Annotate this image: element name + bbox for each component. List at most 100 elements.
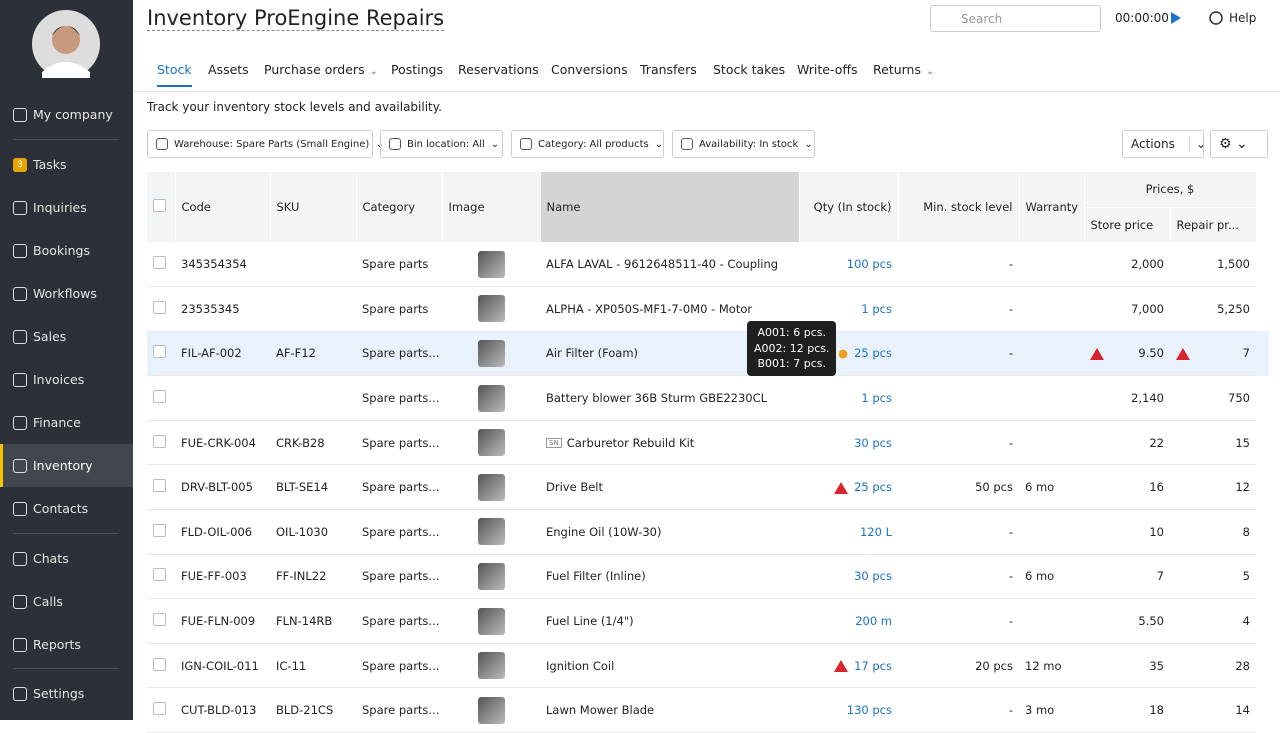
repair-price-text: 28 xyxy=(1235,658,1250,673)
nav-item[interactable]: Bookings xyxy=(0,229,133,272)
qty-text: 120 L xyxy=(859,524,892,539)
tab[interactable]: Conversions xyxy=(551,62,628,77)
table-row[interactable]: 23535345 Spare parts ALPHA - XP050S-MF1-7-… xyxy=(147,286,1269,332)
min-stock: - xyxy=(898,286,1019,332)
nav-item[interactable]: 3 Tasks xyxy=(0,143,133,186)
nav-item[interactable]: Inventory xyxy=(0,444,133,487)
store-price: 7 xyxy=(1084,554,1170,600)
min-stock: - xyxy=(898,242,1019,288)
checkbox[interactable] xyxy=(153,199,166,212)
page-title[interactable]: Inventory ProEngine Repairs xyxy=(147,6,445,31)
tab[interactable]: Assets xyxy=(208,62,249,77)
table-row[interactable]: Spare parts... Battery blower 36B Sturm G… xyxy=(147,375,1269,421)
repair-price: 14 xyxy=(1170,687,1256,733)
column-header[interactable]: Warranty xyxy=(1019,172,1085,242)
name: Battery blower 36B Sturm GBE2230CL xyxy=(540,375,799,421)
table-row[interactable]: FUE-CRK-004 CRK-B28 Spare parts... SN Carbur… xyxy=(147,420,1269,466)
nav-item[interactable]: Settings xyxy=(0,672,133,715)
filter-icon xyxy=(156,138,168,150)
nav-item[interactable]: Chats xyxy=(0,537,133,580)
name-text: Lawn Mower Blade xyxy=(546,703,655,718)
nav-item[interactable]: Invoices xyxy=(0,358,133,401)
checkbox[interactable] xyxy=(153,434,166,448)
settings-button[interactable]: ⚙ ⌄ xyxy=(1210,130,1268,158)
column-header[interactable]: SKU xyxy=(270,172,357,242)
checkbox[interactable] xyxy=(153,300,166,314)
filter-dropdown[interactable]: Warehouse: Spare Parts (Small Engine) ⌄ xyxy=(147,130,384,158)
column-header[interactable]: Min. stock level xyxy=(898,172,1020,242)
image-cell xyxy=(442,464,540,511)
checkbox-cell xyxy=(147,554,175,600)
min-stock-text: - xyxy=(1008,435,1013,450)
qty-text: 30 pcs xyxy=(854,569,892,584)
code: IGN-COIL-011 xyxy=(175,643,270,689)
checkbox[interactable] xyxy=(153,702,166,716)
table-row[interactable]: FUE-FLN-009 FLN-14RB Spare parts... Fuel Li… xyxy=(147,598,1269,644)
nav-item[interactable]: Contacts xyxy=(0,487,133,530)
min-stock: 20 pcs xyxy=(898,643,1019,689)
nav-item[interactable]: Workflows xyxy=(0,272,133,315)
column-header[interactable]: Store price xyxy=(1084,206,1171,242)
table-row[interactable]: IGN-COIL-011 IC-11 Spare parts... Ignition … xyxy=(147,643,1269,689)
filter-dropdown[interactable]: Availability: In stock ⌄ xyxy=(672,130,815,158)
checkbox[interactable] xyxy=(153,523,166,537)
nav-label: Inquiries xyxy=(33,200,87,215)
table-row[interactable]: 345354354 Spare parts ALFA LAVAL - 9612648… xyxy=(147,242,1269,288)
search-box[interactable]: Search xyxy=(930,5,1101,32)
title-caret[interactable]: ⌄ xyxy=(433,10,444,24)
column-header[interactable]: Name xyxy=(540,172,800,242)
checkbox[interactable] xyxy=(153,657,166,671)
filter-caret: ⌄ xyxy=(490,138,500,150)
warranty xyxy=(1019,242,1084,288)
column-header[interactable]: Code xyxy=(175,172,271,242)
checkbox[interactable] xyxy=(153,390,166,404)
tab[interactable]: Purchase orders ⌄ xyxy=(264,62,378,77)
nav-item[interactable]: Finance xyxy=(0,401,133,444)
table-row[interactable]: FUE-FF-003 FF-INL22 Spare parts... Fuel Fil… xyxy=(147,554,1269,600)
nav-label: Chats xyxy=(33,551,69,566)
filter-label: Category: All products xyxy=(538,138,649,150)
checkbox[interactable] xyxy=(153,479,166,493)
nav-item[interactable]: Calls xyxy=(0,580,133,623)
play-button[interactable] xyxy=(1171,12,1181,24)
table-row[interactable]: CUT-BLD-013 BLD-21CS Spare parts... Lawn Mo… xyxy=(147,687,1269,733)
checkbox[interactable] xyxy=(153,345,166,359)
actions-caret[interactable]: ⌄ xyxy=(1188,137,1206,151)
help-link[interactable]: Help xyxy=(1229,11,1257,25)
column-header[interactable]: Category xyxy=(356,172,443,242)
filter-dropdown[interactable]: Bin location: All ⌄ xyxy=(380,130,503,158)
name: Drive Belt xyxy=(540,464,799,511)
checkbox[interactable] xyxy=(153,568,166,582)
tab[interactable]: Returns ⌄ xyxy=(873,62,935,77)
sku xyxy=(270,286,356,332)
checkbox[interactable] xyxy=(153,613,166,627)
tab[interactable]: Stock takes xyxy=(713,62,786,77)
nav-item[interactable]: My company xyxy=(0,93,133,136)
category: Spare parts... xyxy=(356,643,442,689)
help-icon[interactable] xyxy=(1209,11,1223,25)
category: Spare parts... xyxy=(356,464,442,511)
nav-item[interactable]: Sales xyxy=(0,315,133,358)
tab[interactable]: Transfers xyxy=(640,62,697,77)
table-row[interactable]: FIL-AF-002 AF-F12 Spare parts... Air Filter… xyxy=(147,331,1269,377)
filter-caret: ⌄ xyxy=(804,138,813,150)
table-row[interactable]: FLD-OIL-006 OIL-1030 Spare parts... Engine … xyxy=(147,509,1269,555)
checkbox[interactable] xyxy=(153,256,166,270)
table-row[interactable]: DRV-BLT-005 BLT-SE14 Spare parts... Drive B… xyxy=(147,464,1269,511)
nav-item[interactable]: Reports xyxy=(0,623,133,666)
min-stock: - xyxy=(898,687,1019,733)
name: Ignition Coil xyxy=(540,643,799,689)
tab[interactable]: Stock xyxy=(157,62,192,87)
nav-item[interactable]: Inquiries xyxy=(0,186,133,229)
actions-button[interactable]: Actions ⌄ xyxy=(1122,130,1206,158)
column-header[interactable]: Image xyxy=(442,172,541,242)
column-header[interactable]: Prices, $ xyxy=(1084,172,1257,207)
column-header[interactable]: Qty (In stock) xyxy=(799,172,899,242)
tab[interactable]: Write-offs xyxy=(797,62,858,77)
tab[interactable]: Postings xyxy=(391,62,443,77)
tab[interactable]: Reservations xyxy=(458,62,539,77)
column-header[interactable]: Repair pr... xyxy=(1170,206,1257,242)
filter-dropdown[interactable]: Category: All products ⌄ xyxy=(511,130,664,158)
header-row: Store price Repair pr... xyxy=(147,206,1269,242)
store-price-text: 2,000 xyxy=(1131,257,1164,272)
